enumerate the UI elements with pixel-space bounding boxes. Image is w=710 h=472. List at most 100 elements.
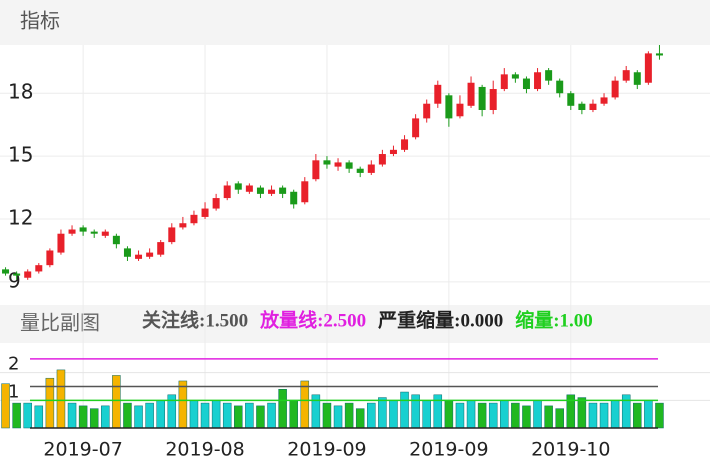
candle-body — [356, 168, 364, 173]
candle-body — [478, 86, 486, 110]
candle-body — [489, 89, 497, 110]
volume-ratio-bar — [655, 402, 664, 429]
x-tick-label: 2019-09 — [409, 439, 488, 461]
candle-body — [467, 82, 475, 106]
volume-ratio-bar — [12, 402, 21, 429]
candle-body — [323, 160, 331, 165]
x-tick-label: 2019-07 — [43, 439, 122, 461]
volume-ratio-bar — [577, 397, 587, 429]
y-tick-label: 15 — [8, 143, 33, 167]
volume-ratio-bar — [389, 400, 398, 429]
candle-body — [168, 227, 176, 243]
x-tick-label: 2019-10 — [531, 439, 610, 461]
y-tick-label: 9 — [8, 268, 21, 292]
volume-ratio-bar — [289, 400, 298, 429]
volume-ratio-bar — [156, 400, 165, 429]
candle-body — [611, 80, 619, 98]
candle-body — [378, 154, 386, 165]
candle-body — [644, 53, 652, 83]
volume-ratio-bar — [300, 380, 310, 429]
volume-ratio-bar — [633, 402, 642, 429]
candle-body — [567, 93, 575, 106]
candle-body — [301, 181, 309, 203]
volume-ratio-bar — [178, 380, 188, 429]
volume-ratio-bar — [101, 405, 110, 429]
volume-ratio-bar — [45, 377, 55, 429]
candle-body — [290, 191, 298, 205]
reference-label: 放量线:2.500 — [259, 308, 366, 331]
volume-ratio-bar — [189, 400, 199, 429]
volume-ratio-bar — [1, 383, 10, 429]
volume-ratio-bar — [422, 400, 431, 429]
volume-ratio-bar — [511, 402, 520, 429]
reference-label: 严重缩量:0.000 — [378, 308, 503, 331]
candle-body — [190, 214, 198, 224]
candle-body — [146, 252, 154, 257]
candle-body — [578, 103, 586, 110]
volume-ratio-bar — [112, 375, 121, 429]
candle-body — [334, 162, 342, 167]
volume-ratio-bar — [23, 402, 32, 429]
volume-ratio-bar — [355, 408, 365, 429]
candle-body — [35, 265, 43, 272]
header-bar — [0, 0, 710, 45]
volume-ratio-bar — [78, 405, 88, 429]
volume-ratio-bar — [367, 402, 376, 429]
y-tick-label: 1 — [8, 381, 19, 402]
volume-ratio-bar — [344, 402, 354, 429]
volume-ratio-bar — [522, 405, 531, 429]
y-tick-label: 18 — [8, 80, 33, 104]
volume-ratio-bar — [333, 405, 343, 429]
volume-ratio-bar — [256, 405, 265, 429]
candle-body — [456, 103, 464, 117]
candle-body — [434, 84, 442, 104]
candle-body — [423, 103, 431, 119]
candle-body — [90, 231, 98, 234]
sub-header-bar — [0, 305, 710, 343]
volume-ratio-bar — [599, 402, 609, 429]
candle-body — [24, 271, 32, 278]
candle-body — [112, 235, 120, 245]
volume-ratio-bar — [378, 397, 387, 429]
volume-ratio-bar — [123, 402, 132, 429]
candle-body — [522, 78, 530, 90]
candle-body — [511, 74, 519, 79]
reference-label: 缩量:1.00 — [515, 308, 593, 331]
candle-body — [389, 149, 397, 155]
candle-body — [268, 189, 276, 194]
volume-ratio-bar — [555, 408, 564, 429]
candle-body — [279, 187, 287, 194]
candle-body — [223, 185, 231, 199]
candle-body — [135, 254, 143, 259]
candle-body — [201, 208, 209, 217]
x-tick-label: 2019-08 — [165, 439, 244, 461]
candle-body — [46, 250, 54, 266]
candle-body — [312, 160, 320, 180]
candle-body — [633, 72, 641, 85]
volume-ratio-bar — [444, 400, 454, 429]
reference-label: 关注线:1.500 — [142, 308, 248, 331]
volume-ratio-bar — [34, 405, 44, 429]
volume-ratio-bar — [145, 402, 154, 429]
volume-ratio-bar — [234, 405, 243, 429]
volume-ratio-bar — [544, 405, 553, 429]
volume-ratio-bar — [278, 389, 287, 429]
volume-ratio-bar — [89, 408, 99, 429]
volume-ratio-bar — [400, 391, 409, 429]
candle-body — [2, 269, 10, 274]
volume-ratio-bar — [200, 402, 210, 429]
candle-body — [256, 187, 264, 194]
volume-ratio-bar — [588, 402, 598, 429]
candle-body — [622, 70, 630, 81]
volume-ratio-bar — [644, 400, 653, 429]
candle-body — [345, 162, 353, 169]
volume-ratio-bar — [67, 402, 77, 429]
candle-body — [655, 53, 663, 56]
candle-body — [589, 103, 597, 110]
candle-body — [101, 231, 109, 236]
candle-body — [401, 139, 409, 150]
volume-ratio-bar — [610, 400, 620, 429]
volume-ratio-bar — [322, 402, 332, 429]
